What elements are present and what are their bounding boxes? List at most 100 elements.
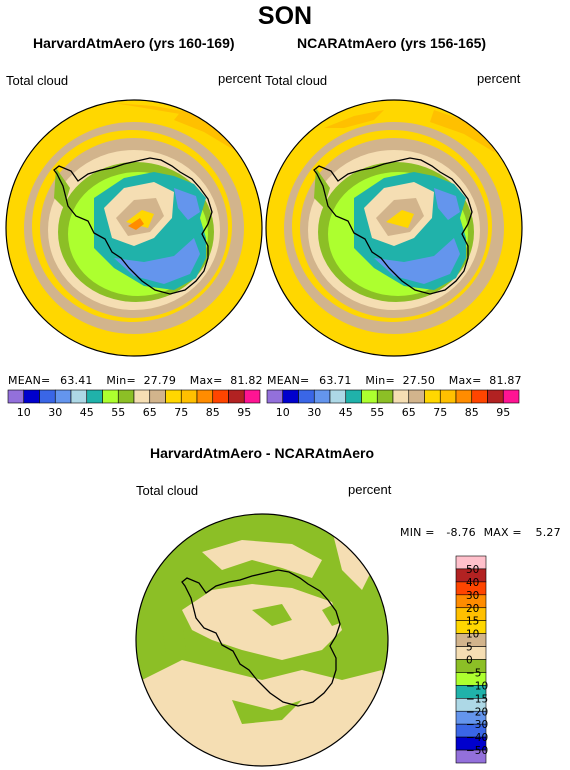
left-mean-value: 63.41 <box>60 374 93 387</box>
diff-green-patch-a <box>232 700 302 724</box>
right-colorbar-box <box>424 389 441 404</box>
left-colorbar-box <box>196 389 214 404</box>
left-colorbar: 10 30 45 55 65 75 85 95 <box>7 389 261 419</box>
right-mean-value: 63.71 <box>319 374 352 387</box>
right-stats: MEAN= 63.71 Min= 27.50 Max= 81.87 <box>267 374 522 387</box>
right-mean-label: MEAN= <box>267 374 310 387</box>
diff-colorbar-tick-label: −15 <box>466 693 488 705</box>
right-colorbar-box <box>345 389 362 404</box>
right-colorbar: 10 30 45 55 65 75 85 95 <box>266 389 520 419</box>
right-colorbar-box <box>487 389 504 404</box>
left-panel-title: HarvardAtmAero (yrs 160-169) <box>33 35 235 51</box>
right-colorbar-tick-label: 45 <box>339 406 353 419</box>
diff-max-label: MAX = <box>483 526 522 539</box>
diff-variable-label: Total cloud <box>136 483 199 498</box>
left-colorbar-box <box>102 389 119 404</box>
left-mean-label: MEAN= <box>8 374 51 387</box>
diff-colorbar-tick-label: 30 <box>466 590 479 602</box>
right-colorbar-tick-label: 55 <box>370 406 384 419</box>
diff-colorbar-tick-label: 0 <box>466 655 473 667</box>
left-colorbar-box <box>70 389 88 404</box>
right-colorbar-box <box>313 389 331 404</box>
right-min-label: Min= <box>365 374 395 387</box>
diff-map-border <box>135 513 389 767</box>
left-colorbar-tick-label: 30 <box>48 406 62 419</box>
right-colorbar-tick-label: 85 <box>465 406 479 419</box>
right-panel-title: NCARAtmAero (yrs 156-165) <box>297 35 487 51</box>
left-blue-minimum-region <box>114 238 200 284</box>
diff-stats: MIN = -8.76 MAX = 5.27 <box>400 526 561 539</box>
diff-colorbar-tick-label: −50 <box>466 745 488 757</box>
right-colorbar-box <box>329 389 347 404</box>
right-colorbar-box <box>439 389 457 404</box>
diff-wheat-region-a <box>202 540 322 578</box>
left-colorbar-tick-label: 85 <box>206 406 220 419</box>
right-blue-minimum-region <box>374 238 460 284</box>
diff-colorbar-tick-label: 10 <box>466 629 479 641</box>
right-colorbar-box <box>361 389 378 404</box>
diff-units-label: percent <box>348 482 392 497</box>
diff-green-patch-c <box>162 620 186 654</box>
left-min-label: Min= <box>106 374 136 387</box>
left-colorbar-box <box>243 389 261 404</box>
diff-wheat-region-d <box>332 530 372 590</box>
left-colorbar-box <box>212 389 229 404</box>
left-blue-interior-patch <box>174 188 200 220</box>
diff-green-patch-d <box>322 600 348 626</box>
left-orange-cloud-band <box>114 103 242 148</box>
left-stats: MEAN= 63.41 Min= 27.79 Max= 81.82 <box>8 374 263 387</box>
diff-max-value: 5.27 <box>535 526 561 539</box>
left-colorbar-box <box>149 389 166 404</box>
diff-colorbar-tick-label: 15 <box>466 616 479 628</box>
left-colorbar-box <box>165 389 182 404</box>
right-orange-cloud-band <box>324 110 384 128</box>
left-max-value: 81.82 <box>230 374 263 387</box>
left-interior-orange-region <box>128 218 144 230</box>
right-max-value: 81.87 <box>489 374 522 387</box>
diff-colorbar-tick-label: −30 <box>466 719 488 731</box>
diff-colorbar-box <box>455 749 487 764</box>
right-colorbar-box <box>282 389 299 404</box>
right-colorbar-box <box>298 389 315 404</box>
left-colorbar-box <box>54 389 72 404</box>
left-colorbar-box <box>39 389 56 404</box>
left-colorbar-tick-label: 95 <box>237 406 251 419</box>
right-blue-interior-patch <box>434 188 460 220</box>
right-interior-gold-region <box>386 210 414 228</box>
season-title: SON <box>257 2 313 30</box>
right-colorbar-box <box>471 389 488 404</box>
diff-colorbar-tick-label: 50 <box>466 564 479 576</box>
left-colorbar-tick-label: 55 <box>111 406 125 419</box>
right-min-value: 27.50 <box>402 374 436 387</box>
diff-panel-title: HarvardAtmAero - NCARAtmAero <box>150 445 375 461</box>
right-colorbar-box <box>408 389 425 404</box>
left-colorbar-box <box>7 389 25 404</box>
right-map-border <box>265 99 523 357</box>
right-colorbar-tick-label: 10 <box>276 406 290 419</box>
diff-green-patch-b <box>252 604 292 626</box>
left-colorbar-box <box>86 389 103 404</box>
left-colorbar-box <box>117 389 135 404</box>
right-colorbar-box <box>455 389 473 404</box>
right-colorbar-box <box>266 389 284 404</box>
left-units-label: percent <box>218 71 262 86</box>
left-min-value: 27.79 <box>143 374 177 387</box>
diff-colorbar-tick-label: −10 <box>466 680 488 692</box>
diff-min-label: MIN = <box>400 526 435 539</box>
right-colorbar-tick-label: 30 <box>307 406 321 419</box>
left-colorbar-box <box>23 389 40 404</box>
right-colorbar-box <box>392 389 410 404</box>
right-colorbar-box <box>502 389 520 404</box>
right-units-label: percent <box>477 71 521 86</box>
left-variable-label: Total cloud <box>6 73 69 88</box>
diff-colorbar-tick-label: 5 <box>466 642 473 654</box>
right-colorbar-tick-label: 65 <box>402 406 416 419</box>
left-colorbar-tick-label: 65 <box>143 406 157 419</box>
left-max-label: Max= <box>189 374 223 387</box>
right-orange-cloud-patch <box>430 110 504 152</box>
diff-wheat-region-b <box>182 584 342 660</box>
left-colorbar-tick-label: 10 <box>17 406 31 419</box>
right-polar-map <box>266 100 522 356</box>
diff-colorbar-tick-label: −20 <box>466 706 488 718</box>
